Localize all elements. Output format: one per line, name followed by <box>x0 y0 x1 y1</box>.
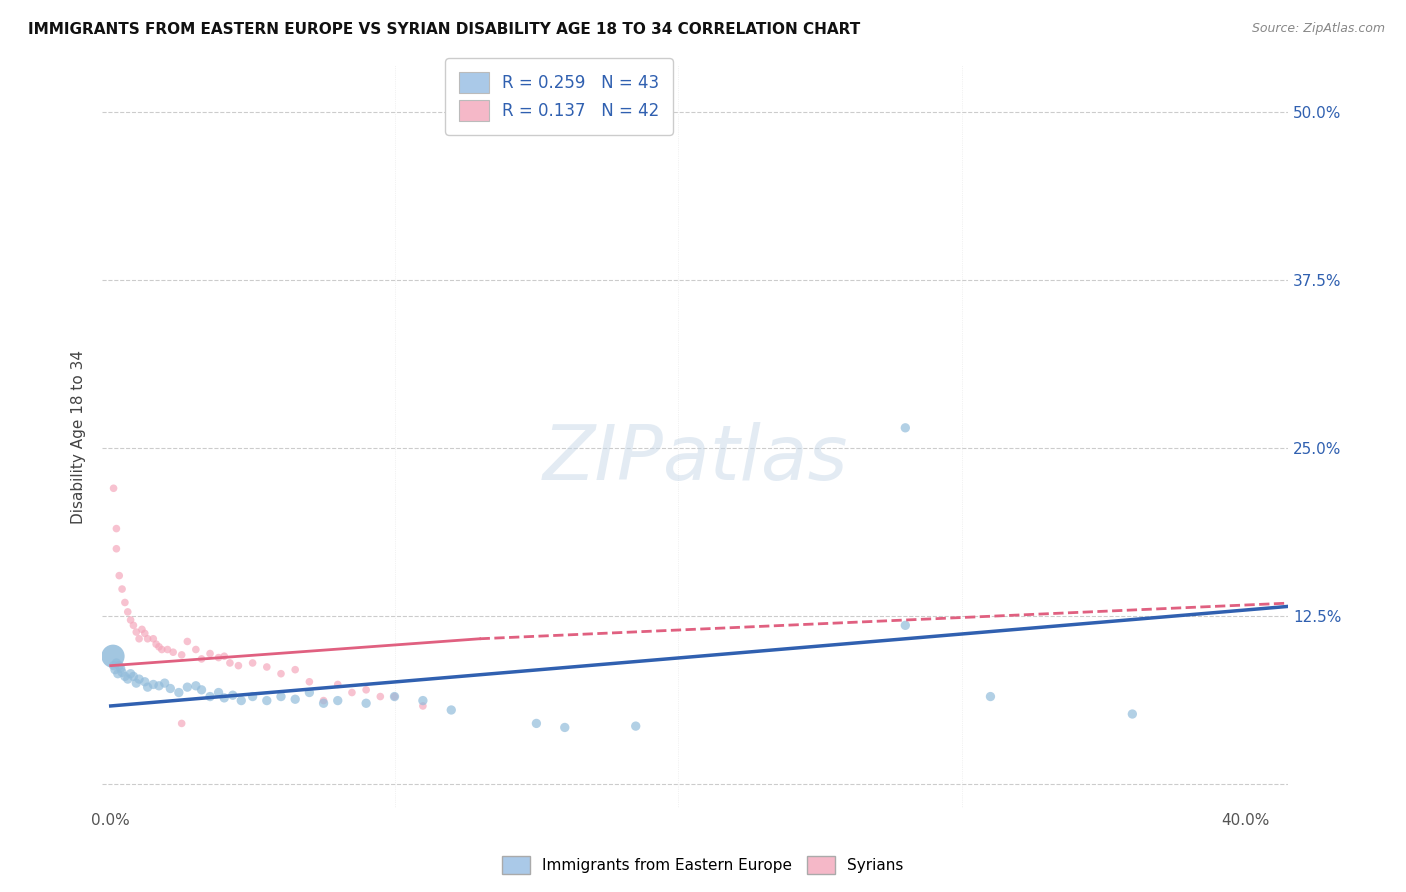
Point <box>142 677 165 691</box>
Point <box>242 656 264 670</box>
Point <box>412 698 434 713</box>
Point <box>176 634 198 648</box>
Point <box>312 696 335 710</box>
Point <box>120 666 142 681</box>
Point <box>894 618 917 632</box>
Point <box>256 693 278 707</box>
Point <box>184 679 207 693</box>
Point <box>242 690 264 704</box>
Point <box>108 658 131 673</box>
Point <box>219 656 242 670</box>
Point <box>212 649 235 664</box>
Point <box>284 663 307 677</box>
Point <box>153 676 176 690</box>
Point <box>159 681 181 696</box>
Point <box>101 649 124 664</box>
Text: ZIPatlas: ZIPatlas <box>543 422 848 496</box>
Legend: R = 0.259   N = 43, R = 0.137   N = 42: R = 0.259 N = 43, R = 0.137 N = 42 <box>446 59 672 135</box>
Point <box>384 690 406 704</box>
Point <box>148 640 170 654</box>
Point <box>212 690 235 705</box>
Point <box>231 693 253 707</box>
Point <box>184 642 207 657</box>
Point <box>554 721 576 735</box>
Point <box>128 632 150 646</box>
Point <box>326 693 349 707</box>
Point <box>190 682 212 697</box>
Point <box>117 672 139 686</box>
Point <box>122 618 145 632</box>
Point <box>134 626 156 640</box>
Point <box>624 719 647 733</box>
Point <box>131 623 153 637</box>
Point <box>198 690 221 704</box>
Point <box>103 481 125 495</box>
Point <box>526 716 548 731</box>
Point <box>207 650 229 665</box>
Point <box>384 690 406 704</box>
Point <box>270 666 292 681</box>
Point <box>354 696 377 710</box>
Point <box>979 690 1001 704</box>
Point <box>108 568 131 582</box>
Point <box>134 674 156 689</box>
Point <box>117 605 139 619</box>
Point <box>136 632 159 646</box>
Point <box>298 674 321 689</box>
Point <box>156 642 179 657</box>
Point <box>228 658 250 673</box>
Y-axis label: Disability Age 18 to 34: Disability Age 18 to 34 <box>72 350 86 524</box>
Point <box>326 677 349 691</box>
Point <box>114 595 136 609</box>
Point <box>176 680 198 694</box>
Point <box>110 661 132 675</box>
Point <box>111 665 134 680</box>
Point <box>190 652 212 666</box>
Point <box>120 613 142 627</box>
Point <box>142 632 165 646</box>
Point <box>136 680 159 694</box>
Point <box>412 693 434 707</box>
Point <box>270 690 292 704</box>
Point <box>111 582 134 596</box>
Point <box>103 658 125 673</box>
Point <box>122 669 145 683</box>
Point <box>170 716 193 731</box>
Point <box>170 648 193 662</box>
Point <box>104 663 127 677</box>
Point <box>340 685 363 699</box>
Point <box>150 642 173 657</box>
Point <box>162 645 184 659</box>
Text: IMMIGRANTS FROM EASTERN EUROPE VS SYRIAN DISABILITY AGE 18 TO 34 CORRELATION CHA: IMMIGRANTS FROM EASTERN EUROPE VS SYRIAN… <box>28 22 860 37</box>
Point <box>222 688 245 702</box>
Point <box>125 625 148 640</box>
Text: Source: ZipAtlas.com: Source: ZipAtlas.com <box>1251 22 1385 36</box>
Point <box>894 421 917 435</box>
Point <box>198 647 221 661</box>
Point <box>298 685 321 699</box>
Point <box>256 660 278 674</box>
Point <box>114 669 136 683</box>
Point <box>145 637 167 651</box>
Point <box>167 685 190 699</box>
Point <box>312 693 335 707</box>
Point <box>128 672 150 686</box>
Point <box>105 656 128 670</box>
Point <box>354 682 377 697</box>
Point <box>440 703 463 717</box>
Point <box>368 690 391 704</box>
Point <box>148 679 170 693</box>
Point <box>125 676 148 690</box>
Legend: Immigrants from Eastern Europe, Syrians: Immigrants from Eastern Europe, Syrians <box>496 850 910 880</box>
Point <box>207 685 229 699</box>
Point <box>105 541 128 556</box>
Point <box>105 522 128 536</box>
Point <box>1121 706 1143 721</box>
Point <box>284 692 307 706</box>
Point <box>107 666 129 681</box>
